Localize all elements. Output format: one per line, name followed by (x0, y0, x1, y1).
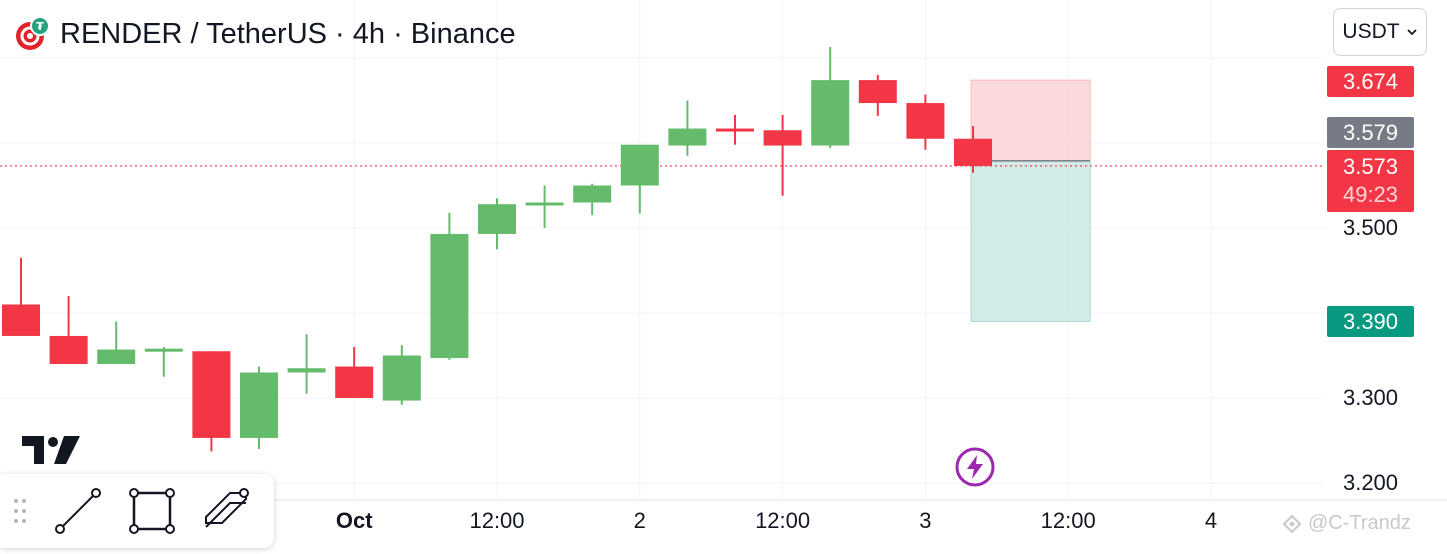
candle-body-down (2, 304, 40, 336)
last-price-value: 3.579 (1342, 119, 1399, 145)
candle-body-up (430, 233, 469, 359)
candle-body-up (811, 80, 850, 146)
chevron-down-icon (1406, 29, 1417, 36)
current-price-value: 3.573 (1342, 154, 1399, 179)
candle-body-up (287, 368, 326, 373)
price-axis-label: 3.500 (1342, 215, 1399, 240)
candle-body-up (382, 355, 421, 401)
time-axis-label: Oct (335, 508, 373, 533)
candle-body-down (858, 80, 897, 104)
rectangle-tool[interactable] (126, 485, 178, 537)
parallel-channel-tool[interactable] (200, 485, 252, 537)
drag-handle-icon[interactable] (10, 491, 30, 531)
candle-body-up (620, 144, 659, 186)
lightning-icon[interactable] (955, 447, 995, 487)
rectangle-icon (129, 488, 175, 534)
time-axis-label: 4 (1204, 508, 1218, 533)
candle-body-down (763, 130, 802, 146)
candle-body-up (525, 202, 564, 206)
tradingview-logo-icon (22, 436, 80, 464)
candle-body-up (478, 204, 516, 234)
time-axis-label: 2 (633, 508, 646, 533)
time-axis-label: 12:00 (1040, 508, 1096, 533)
time-axis-label: 12:00 (755, 508, 811, 533)
candle-body-down (49, 335, 88, 364)
stop-price-tag: 3.390 (1327, 306, 1414, 337)
last-price-tag: 3.579 (1327, 117, 1414, 148)
trend-line-tool[interactable] (52, 485, 104, 537)
svg-text:₮: ₮ (36, 20, 44, 33)
watermark: @C-Trandz (1282, 512, 1411, 535)
price-axis-label: 3.200 (1342, 470, 1399, 495)
candle-body-down (335, 366, 374, 398)
candle-body-down (192, 351, 231, 438)
candle-body-down (906, 103, 945, 139)
candle-body-up (97, 349, 136, 364)
price-axis-label: 3.300 (1342, 385, 1399, 410)
currency-label: USDT (1342, 20, 1400, 43)
stop-price-value: 3.390 (1342, 308, 1399, 334)
target-price-tag: 3.674 (1327, 66, 1414, 97)
current-price-tag: 3.573 49:23 (1327, 150, 1414, 212)
candle-body-up (668, 128, 707, 146)
parallel-channel-icon (205, 488, 249, 528)
candle-body-up (144, 348, 183, 352)
symbol-title: RENDER / TetherUS · 4h · Binance (60, 17, 516, 50)
currency-selector[interactable]: USDT (1333, 8, 1427, 56)
time-axis-label: 12:00 (469, 508, 525, 533)
candle-body-down (954, 138, 992, 166)
target-price-value: 3.674 (1342, 68, 1399, 94)
chart-header: ₮ RENDER / TetherUS · 4h · Binance (14, 14, 516, 54)
drawing-toolbar (0, 474, 274, 548)
render-logo-icon: ₮ (16, 16, 50, 50)
candle-body-up (573, 185, 612, 203)
bar-countdown: 49:23 (1342, 182, 1399, 207)
trend-line-icon (55, 488, 101, 534)
watermark-text: @C-Trandz (1308, 512, 1411, 534)
reward-zone (970, 160, 1091, 322)
time-axis-label: 3 (919, 508, 932, 533)
binance-logo-icon (1282, 514, 1302, 533)
candle-body-down (716, 128, 754, 132)
candle-body-up (240, 372, 278, 438)
